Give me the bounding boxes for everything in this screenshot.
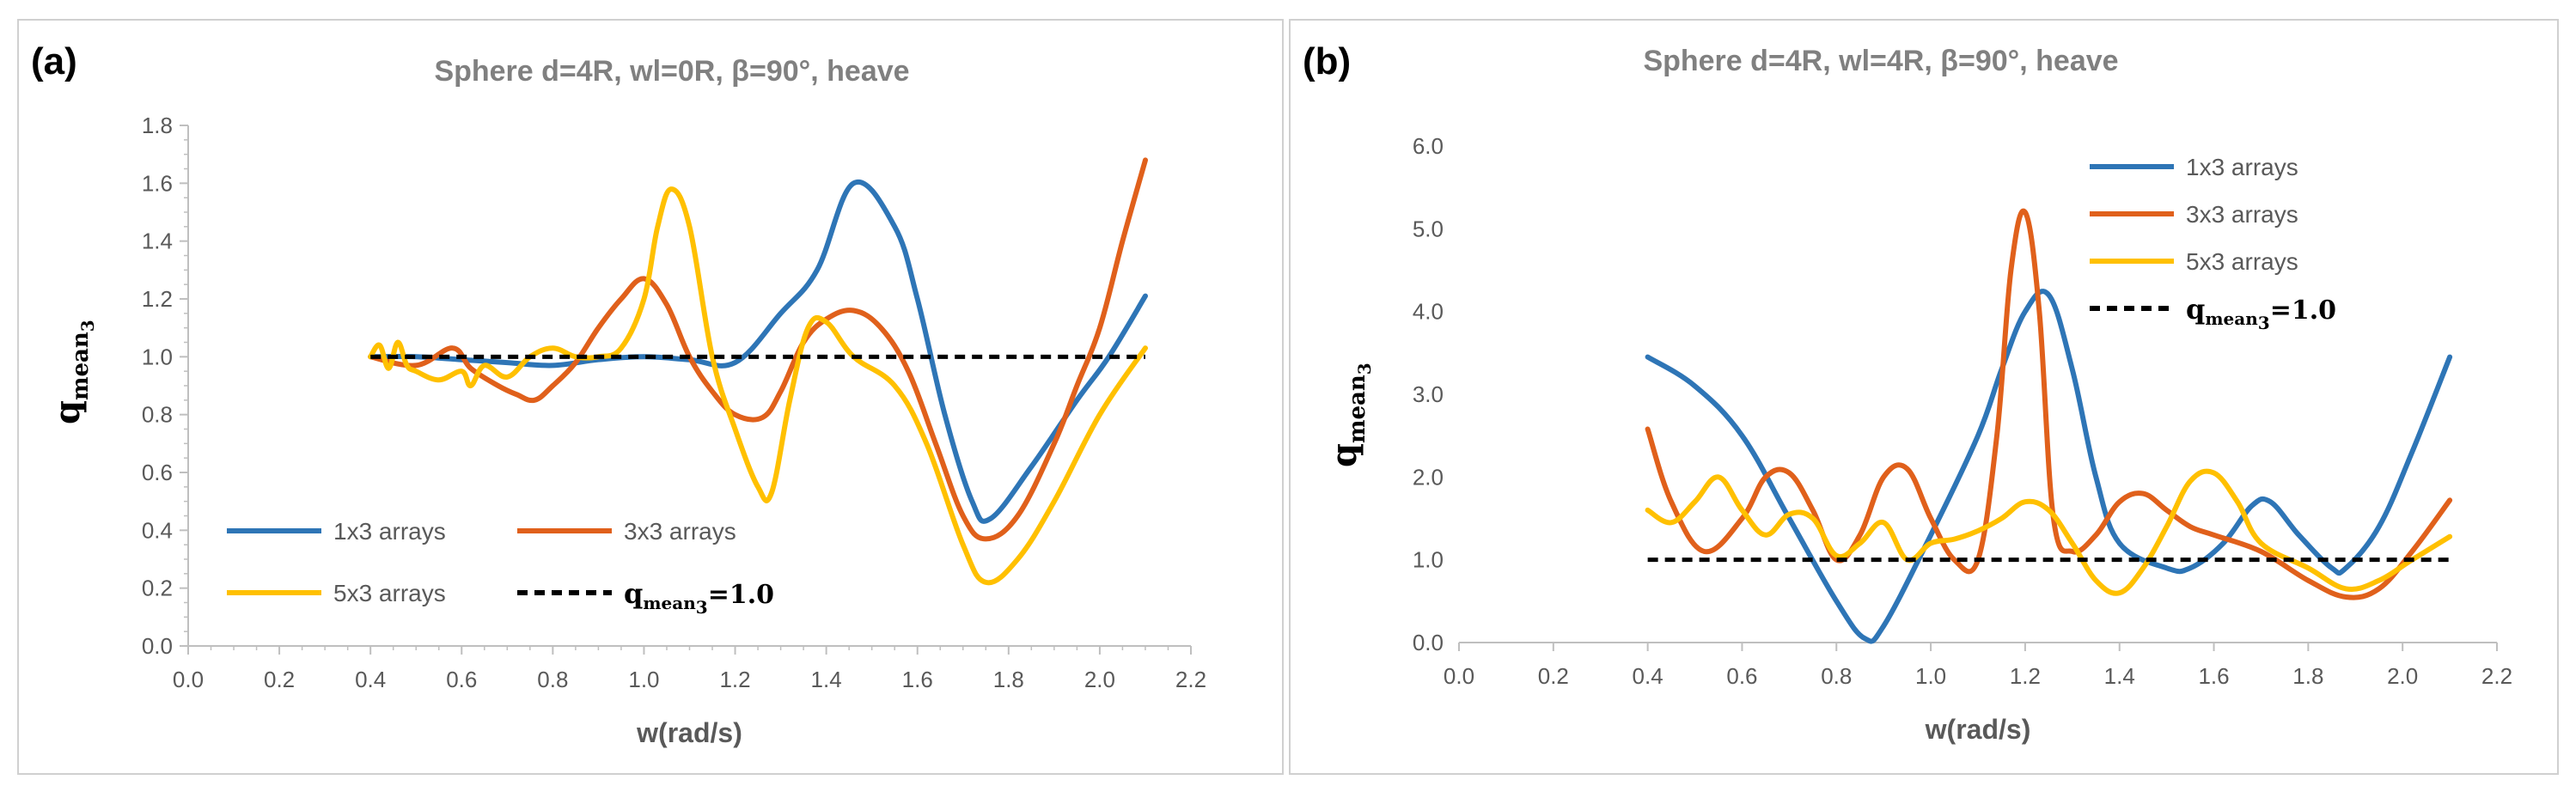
chart-panel-a: (a) Sphere d=4R, wl=0R, β=90°, heave 0.0 0.… bbox=[17, 19, 1284, 775]
y-tick-label: 3.0 bbox=[1413, 381, 1444, 407]
y-tick-label: 1.0 bbox=[1413, 547, 1444, 573]
x-tick-label: 2.0 bbox=[1084, 667, 1115, 692]
series-line-3 bbox=[368, 186, 1148, 586]
y-tick-label: 1.4 bbox=[142, 228, 173, 254]
y-tick-label: 1.6 bbox=[142, 170, 173, 196]
x-tick-label: 1.0 bbox=[628, 667, 659, 692]
x-tick-label: 0.2 bbox=[1538, 663, 1569, 689]
y-axis-title: qmean3 bbox=[47, 320, 98, 424]
x-tick-label: 1.0 bbox=[1915, 663, 1946, 689]
x-axis-title: w(rad/s) bbox=[636, 717, 742, 748]
x-tick-label: 2.0 bbox=[2387, 663, 2418, 689]
x-tick-label: 0.4 bbox=[1633, 663, 1663, 689]
series-line-1 bbox=[368, 179, 1148, 524]
y-tick-label: 2.0 bbox=[1413, 464, 1444, 490]
y-tick-label: 5.0 bbox=[1413, 216, 1444, 241]
x-tick-label: 0.8 bbox=[537, 667, 568, 692]
y-tick-label: 4.0 bbox=[1413, 299, 1444, 325]
x-tick-label: 1.2 bbox=[2010, 663, 2041, 689]
x-tick-label: 0.2 bbox=[264, 667, 295, 692]
y-tick-label: 6.0 bbox=[1413, 133, 1444, 159]
y-tick-label: 0.6 bbox=[142, 460, 173, 485]
x-tick-label: 1.4 bbox=[811, 667, 842, 692]
panel-label: (b) bbox=[1303, 40, 1351, 82]
x-tick-label: 0.0 bbox=[1444, 663, 1474, 689]
legend-label: 3x3 arrays bbox=[2186, 201, 2298, 228]
legend-label: 5x3 arrays bbox=[333, 580, 446, 606]
y-tick-label: 1.2 bbox=[142, 286, 173, 312]
legend-label: 5x3 arrays bbox=[2186, 248, 2298, 275]
series-line-1 bbox=[1645, 289, 2453, 644]
series-line-2 bbox=[1645, 208, 2453, 600]
legend-label: 1x3 arrays bbox=[2186, 154, 2298, 180]
y-tick-label: 1.8 bbox=[142, 113, 173, 138]
y-tick-label: 1.0 bbox=[142, 344, 173, 369]
legend-ref-main: q bbox=[624, 577, 643, 610]
x-tick-label: 1.6 bbox=[902, 667, 933, 692]
panel-label: (a) bbox=[31, 40, 77, 82]
x-tick-label: 1.6 bbox=[2198, 663, 2229, 689]
y-axis-title-subsub: 3 bbox=[77, 320, 98, 332]
legend-label: 1x3 arrays bbox=[333, 518, 446, 545]
chart-title: Sphere d=4R, wl=4R, β=90°, heave bbox=[1643, 45, 2118, 77]
x-tick-label: 0.6 bbox=[1726, 663, 1757, 689]
legend-ref-subsub: 3 bbox=[2258, 313, 2270, 333]
y-tick-label: 0.8 bbox=[142, 402, 173, 428]
x-tick-label: 0.6 bbox=[446, 667, 477, 692]
legend-ref-sub: mean bbox=[2205, 308, 2258, 329]
x-tick-label: 0.8 bbox=[1821, 663, 1852, 689]
y-axis-title: qmean3 bbox=[1324, 362, 1375, 467]
x-tick-label: 2.2 bbox=[2481, 663, 2512, 689]
series-line-2 bbox=[368, 157, 1148, 542]
x-tick-label: 0.0 bbox=[173, 667, 204, 692]
x-tick-label: 1.4 bbox=[2104, 663, 2135, 689]
x-tick-label: 0.4 bbox=[355, 667, 386, 692]
chart-panel-b: (b) Sphere d=4R, wl=4R, β=90°, heave 0.0 0.… bbox=[1289, 19, 2559, 775]
x-tick-label: 1.8 bbox=[993, 667, 1024, 692]
x-axis-title: w(rad/s) bbox=[1925, 714, 2031, 745]
legend-ref-subsub: 3 bbox=[696, 597, 708, 618]
y-tick-label: 0.4 bbox=[142, 517, 173, 543]
y-tick-label: 0.2 bbox=[142, 576, 173, 601]
legend-ref-eq: =1.0 bbox=[708, 580, 774, 610]
x-tick-label: 1.8 bbox=[2292, 663, 2323, 689]
x-tick-label: 2.2 bbox=[1175, 667, 1206, 692]
legend-ref-eq: =1.0 bbox=[2270, 295, 2336, 326]
legend-label-reference: qmean3=1.0 bbox=[624, 577, 774, 618]
y-axis-title-main: q bbox=[1324, 443, 1364, 467]
chart-title: Sphere d=4R, wl=0R, β=90°, heave bbox=[434, 55, 909, 88]
series-line-3 bbox=[1645, 468, 2453, 596]
y-tick-label: 0.0 bbox=[1413, 630, 1444, 655]
legend-label: 3x3 arrays bbox=[624, 518, 736, 545]
legend-ref-main: q bbox=[2186, 293, 2205, 326]
y-axis-title-sub: mean bbox=[68, 332, 94, 400]
y-tick-label: 0.0 bbox=[142, 633, 173, 659]
x-tick-label: 1.2 bbox=[719, 667, 750, 692]
legend-label-reference: qmean3=1.0 bbox=[2186, 293, 2336, 333]
y-axis-title-sub: mean bbox=[1345, 375, 1370, 443]
legend-ref-sub: mean bbox=[643, 593, 696, 613]
y-axis-title-main: q bbox=[47, 400, 88, 424]
y-axis-title-subsub: 3 bbox=[1354, 362, 1375, 375]
